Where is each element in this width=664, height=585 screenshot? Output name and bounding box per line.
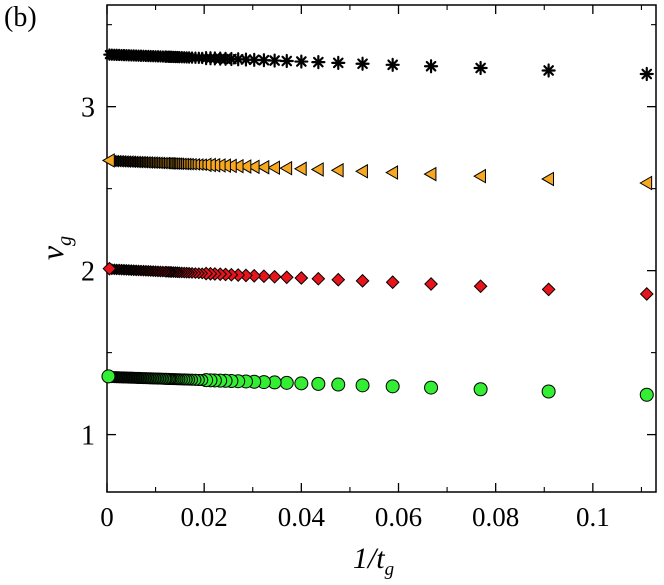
data-point-triangles xyxy=(541,171,555,187)
data-point-stars xyxy=(331,55,346,70)
x-tick-label: 0 xyxy=(100,502,114,532)
data-point-diamonds xyxy=(385,275,400,290)
data-point-triangles xyxy=(279,160,293,176)
axis-labels: 1/tg vg xyxy=(34,236,394,580)
y-axis-label: vg xyxy=(34,236,76,260)
data-point-triangles xyxy=(355,163,368,179)
data-point-triangles xyxy=(310,162,324,177)
data-point-stars xyxy=(355,56,370,71)
data-point-circles xyxy=(294,376,309,391)
data-point-diamonds-highlight xyxy=(102,261,117,276)
data-point-stars xyxy=(639,66,654,82)
data-point-stars xyxy=(279,53,294,69)
x-tick-label: 0.06 xyxy=(375,502,422,532)
data-point-circles xyxy=(424,380,439,395)
data-point-triangles xyxy=(473,168,486,184)
y-tick-label: 2 xyxy=(81,257,95,288)
data-point-triangles xyxy=(230,158,244,174)
data-point-diamonds xyxy=(294,271,309,285)
data-point-diamonds xyxy=(355,273,370,288)
data-point-circles xyxy=(385,379,400,394)
data-point-triangles xyxy=(246,159,260,175)
data-point-stars xyxy=(385,57,400,72)
data-point-triangles xyxy=(330,162,344,178)
data-point-diamonds xyxy=(267,269,282,284)
data-point-circles xyxy=(331,377,346,392)
data-point-diamonds xyxy=(473,279,488,294)
y-tick-label: 3 xyxy=(81,93,95,124)
data-point-diamonds xyxy=(331,272,346,287)
data-points xyxy=(101,48,654,402)
data-point-triangles xyxy=(639,175,653,191)
data-point-circles xyxy=(279,375,294,390)
data-point-diamonds xyxy=(279,270,294,285)
data-point-diamonds xyxy=(311,271,326,286)
x-tick-label: 0.04 xyxy=(278,502,326,532)
data-point-circles xyxy=(311,376,326,391)
data-point-diamonds xyxy=(424,277,438,291)
data-point-circles xyxy=(473,382,488,397)
x-axis-label: 1/tg xyxy=(353,542,394,580)
plot-border xyxy=(106,4,657,493)
data-point-triangles xyxy=(238,159,252,174)
data-point-diamonds xyxy=(257,269,271,284)
data-point-stars xyxy=(423,59,439,74)
data-point-triangles xyxy=(256,159,270,175)
x-tick-label: 0.08 xyxy=(472,502,519,532)
data-point-stars xyxy=(541,63,556,78)
data-point-circles xyxy=(355,378,370,393)
data-point-stars xyxy=(311,55,326,70)
plot-frame xyxy=(106,4,657,493)
data-point-triangles xyxy=(385,165,399,180)
data-point-circles xyxy=(639,387,654,402)
x-tick-label: 0.02 xyxy=(181,502,228,532)
data-point-circles xyxy=(541,384,556,399)
axis-ticks xyxy=(106,5,656,492)
data-point-triangles xyxy=(267,160,280,176)
data-point-diamonds xyxy=(541,282,556,297)
data-point-stars xyxy=(473,60,488,76)
data-point-triangles-highlight xyxy=(101,153,115,168)
data-point-stars xyxy=(103,48,116,61)
data-point-diamonds xyxy=(639,287,654,301)
data-point-triangles xyxy=(423,166,437,182)
x-tick-label: 0.1 xyxy=(576,502,610,532)
data-point-triangles xyxy=(293,161,307,177)
data-point-circles-highlight xyxy=(101,369,116,384)
data-point-stars xyxy=(294,54,309,69)
y-tick-label: 1 xyxy=(81,421,95,452)
tick-labels: 0 0.02 0.04 0.06 0.08 0.1 1 2 3 xyxy=(81,93,610,532)
panel-label: (b) xyxy=(4,2,37,33)
data-point-stars xyxy=(267,53,282,68)
